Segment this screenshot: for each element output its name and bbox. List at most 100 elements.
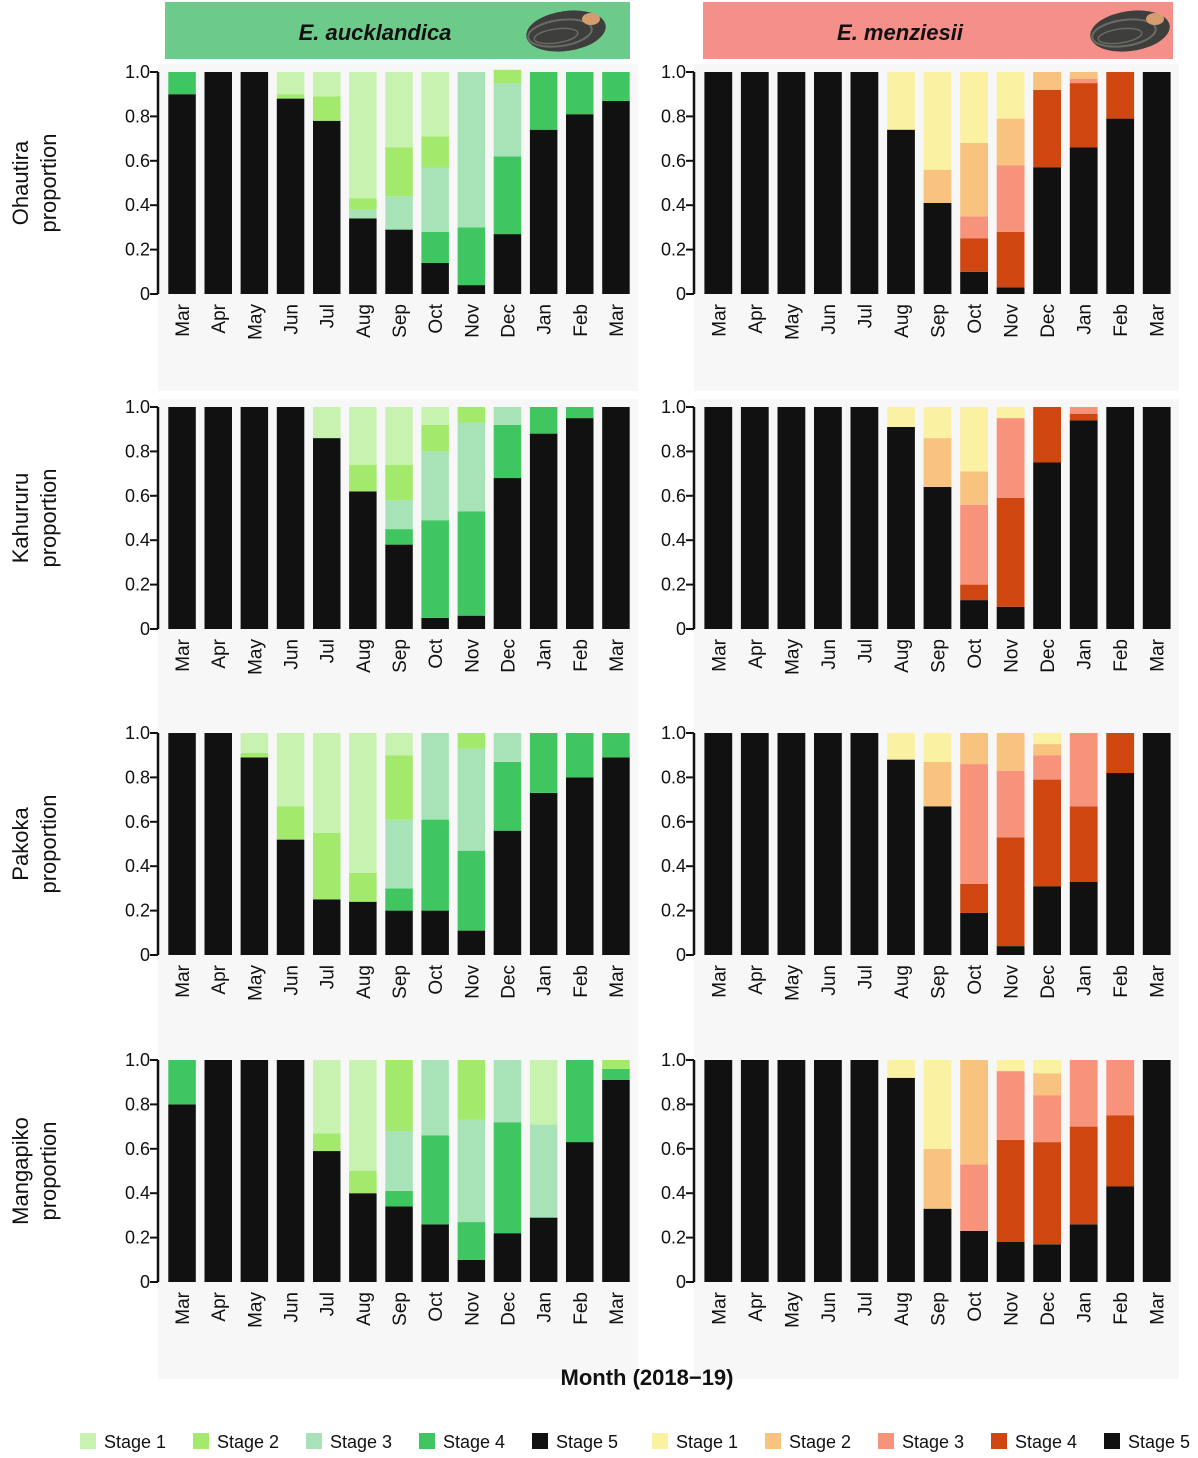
y-tick-label: 0.6: [661, 486, 686, 506]
bar-segment-stage-4: [1106, 733, 1135, 773]
bar-segment-stage-1: [996, 1060, 1025, 1072]
legend-label: Stage 5: [1128, 1432, 1190, 1452]
legend-item: Stage 1: [652, 1432, 738, 1452]
bar-segment-stage-5: [850, 1060, 879, 1282]
bar-segment-stage-3: [385, 500, 413, 530]
bar-segment-stage-4: [529, 733, 558, 793]
bar-segment-stage-5: [740, 733, 769, 955]
x-tick-label: Sep: [390, 1292, 411, 1326]
y-tick-label: 0.4: [661, 530, 686, 550]
x-tick-label: Sep: [390, 639, 411, 673]
legend-label: Stage 5: [556, 1432, 618, 1452]
y-tick-label: 0.8: [661, 1094, 686, 1114]
bar-segment-stage-2: [349, 1171, 377, 1194]
bar-segment-stage-5: [1142, 1060, 1171, 1282]
x-tick-label: Oct: [426, 1291, 447, 1321]
y-tick-label: 1.0: [661, 723, 686, 743]
y-tick-label: 0.2: [661, 240, 686, 260]
x-tick-label: Feb: [1111, 639, 1132, 672]
bar-segment-stage-4: [168, 1060, 196, 1105]
bar-segment-stage-4: [996, 1139, 1025, 1242]
bar-segment-stage-1: [349, 407, 377, 465]
bar-segment-stage-3: [457, 72, 486, 228]
bar-segment-stage-2: [421, 424, 449, 452]
x-tick-label: Mar: [173, 1291, 194, 1324]
bar-segment-stage-5: [566, 418, 594, 629]
bar-segment-stage-3: [960, 1164, 988, 1231]
bar-segment-stage-5: [923, 1208, 952, 1282]
x-tick-label: Aug: [892, 965, 913, 999]
panel-mangapiko-aucklandica: 0 0.2 0.4 0.6 0.8 1.0 Mangapiko proportion Mar Ap…: [8, 1050, 638, 1379]
mussel-icon: [1090, 10, 1170, 52]
bar-segment-stage-2: [1033, 1073, 1061, 1096]
bar-segment-stage-5: [276, 1060, 305, 1282]
bar-segment-stage-2: [240, 753, 269, 758]
x-tick-label: Jul: [318, 1292, 339, 1316]
bar-segment-stage-4: [996, 837, 1025, 947]
bar-segment-stage-2: [457, 407, 486, 423]
panel-kahururu-menziesii: 0 0.2 0.4 0.6 0.8 1.0 Mar Apr May Jun Jul Aug Sep Oct…: [661, 397, 1179, 726]
x-tick-label: Dec: [499, 1292, 520, 1326]
x-tick-label: Mar: [1148, 964, 1169, 997]
bar-segment-stage-1: [276, 72, 305, 95]
bar-segment-stage-4: [493, 424, 522, 479]
y-tick-label: 0.4: [661, 856, 686, 876]
bar-segment-stage-5: [204, 72, 232, 294]
y-axis-site-label: Ohautira: [8, 140, 33, 225]
x-tick-label: May: [782, 965, 803, 1001]
y-tick-label: 1.0: [125, 723, 150, 743]
x-tick-label: Jan: [535, 1292, 556, 1323]
bar-segment-stage-5: [529, 129, 558, 294]
bar-segment-stage-5: [777, 72, 806, 294]
bar-segment-stage-4: [457, 227, 486, 286]
bar-segment-stage-5: [602, 407, 630, 629]
y-tick-label: 0.2: [125, 575, 150, 595]
x-tick-label: Dec: [499, 639, 520, 673]
bar-segment-stage-1: [313, 733, 341, 833]
x-tick-label: Feb: [1111, 1292, 1132, 1325]
bar-segment-stage-5: [240, 1060, 269, 1282]
x-tick-label: Aug: [892, 1292, 913, 1326]
x-tick-label: Jul: [855, 965, 876, 989]
bar-segment-stage-2: [996, 118, 1025, 166]
y-tick-label: 1.0: [125, 397, 150, 417]
bar-segment-stage-1: [1033, 1060, 1061, 1074]
legend-label: Stage 4: [1015, 1432, 1077, 1452]
x-tick-label: Oct: [965, 964, 986, 994]
bar-segment-stage-5: [887, 129, 915, 294]
legend-item: Stage 2: [193, 1432, 279, 1452]
bar-segment-stage-3: [421, 167, 449, 232]
bar-segment-stage-5: [385, 910, 413, 955]
panel-ohautira-menziesii: 0 0.2 0.4 0.6 0.8 1.0 Mar Apr May Jun Jul Aug Sep Oct…: [661, 62, 1179, 391]
legend-swatch: [80, 1433, 96, 1449]
y-tick-label: 0.8: [661, 106, 686, 126]
x-tick-label: Jan: [1075, 1292, 1096, 1323]
bar-segment-stage-2: [1033, 72, 1061, 90]
x-tick-label: Feb: [571, 1292, 592, 1325]
x-tick-label: Apr: [209, 638, 230, 668]
bar-segment-stage-4: [493, 156, 522, 235]
x-tick-label: Mar: [709, 638, 730, 671]
bar-segment-stage-4: [566, 1060, 594, 1143]
bar-segment-stage-2: [493, 69, 522, 84]
y-tick-label: 0.4: [125, 530, 150, 550]
bar-segment-stage-3: [529, 1124, 558, 1218]
bar-segment-stage-5: [1069, 420, 1098, 629]
x-tick-label: Sep: [929, 639, 950, 673]
bar-segment-stage-1: [923, 407, 952, 439]
x-tick-label: Oct: [426, 964, 447, 994]
y-tick-label: 1.0: [125, 1050, 150, 1070]
x-tick-label: Mar: [1148, 638, 1169, 671]
y-tick-label: 1.0: [661, 62, 686, 82]
y-tick-label: 0.2: [125, 901, 150, 921]
x-tick-label: Jul: [855, 1292, 876, 1316]
bar-segment-stage-1: [529, 1060, 558, 1125]
bar-segment-stage-4: [566, 733, 594, 778]
bar-segment-stage-5: [850, 72, 879, 294]
bar-segment-stage-3: [1106, 1060, 1135, 1116]
x-tick-label: Jan: [535, 639, 556, 670]
species-title-menziesii: E. menziesii: [837, 20, 964, 45]
bar-segment-stage-5: [1142, 733, 1171, 955]
x-tick-label: May: [782, 304, 803, 340]
bar-segment-stage-5: [996, 1242, 1025, 1282]
